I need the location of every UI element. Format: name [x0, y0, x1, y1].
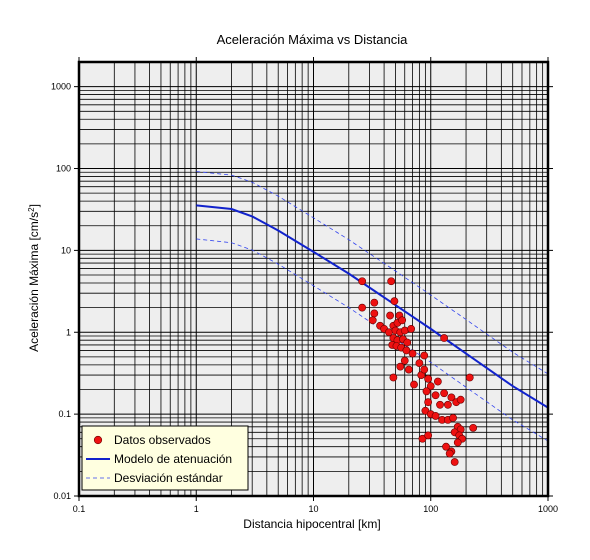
observed-point [440, 389, 449, 398]
observed-point [358, 303, 367, 312]
x-axis-label: Distancia hipocentral [km] [243, 517, 380, 531]
legend: Datos observados Modelo de atenuación Desv… [81, 425, 249, 491]
observed-point [424, 374, 433, 383]
observed-point [387, 277, 396, 286]
observed-point [358, 277, 367, 286]
observed-point [442, 442, 450, 451]
observed-points [358, 277, 478, 466]
y-tick-label: 10 [61, 245, 71, 255]
observed-point [402, 346, 411, 355]
y-axis-label-sup: 2 [27, 207, 36, 212]
attenuation-model-line [196, 204, 549, 409]
std-deviation-lines [196, 171, 549, 442]
observed-point [389, 373, 398, 382]
observed-point [456, 395, 465, 404]
observed-point [469, 423, 478, 432]
x-tick-label: 10 [308, 504, 318, 514]
observed-point [368, 316, 377, 325]
y-tick-label: 1 [66, 327, 71, 337]
y-axis-label-close: ] [27, 204, 41, 207]
observed-point [407, 324, 416, 333]
legend-label: Datos observados [114, 433, 211, 447]
observed-point [422, 387, 431, 396]
y-axis-label: Aceleración Máxima [cm/s2] [27, 204, 41, 352]
observed-point [390, 297, 399, 306]
y-axis-label-main: Aceleración Máxima [cm/s [27, 212, 41, 352]
model-line [196, 204, 549, 409]
y-tick-label: 0.01 [53, 491, 71, 501]
observed-point [386, 311, 394, 320]
x-tick-label: 100 [423, 504, 438, 514]
observed-point [433, 377, 442, 386]
x-tick-labels: 0.1 1 10 100 1000 [73, 504, 558, 514]
chart-title: Aceleración Máxima vs Distancia [217, 32, 409, 47]
y-tick-label: 100 [56, 164, 71, 174]
observed-point [445, 449, 454, 458]
observed-point [450, 458, 459, 466]
x-tick-label: 0.1 [73, 504, 86, 514]
observed-point [370, 298, 379, 307]
grid [78, 61, 548, 497]
observed-point [436, 400, 444, 409]
observed-point [465, 373, 474, 382]
observed-point [400, 356, 409, 365]
y-tick-label: 1000 [51, 82, 71, 92]
observed-point [370, 309, 379, 318]
legend-label: Desviación estándar [114, 471, 223, 485]
std-deviation-line [196, 238, 549, 442]
observed-point [420, 351, 429, 360]
observed-point [440, 334, 449, 342]
observed-point [424, 398, 433, 407]
x-tick-label: 1000 [538, 504, 558, 514]
observed-point [424, 431, 433, 440]
plot-area [74, 57, 553, 501]
observed-point [431, 391, 440, 400]
observed-point [410, 380, 418, 389]
x-tick-label: 1 [194, 504, 199, 514]
observed-point [403, 338, 412, 347]
observed-point [398, 316, 407, 325]
legend-label: Modelo de atenuación [114, 452, 232, 466]
observed-point [420, 365, 429, 374]
observed-point [453, 438, 462, 447]
observed-point [449, 413, 457, 422]
std-deviation-line [196, 171, 549, 375]
observed-point [418, 434, 427, 443]
observed-point [431, 412, 440, 420]
observed-point [408, 349, 417, 358]
observed-point [415, 359, 424, 368]
observed-point [404, 365, 413, 374]
observed-point [426, 382, 435, 390]
y-tick-labels: 0.01 0.1 1 10 100 1000 [51, 82, 71, 501]
observed-point [396, 362, 405, 371]
observed-point [447, 393, 456, 402]
observed-point [443, 400, 452, 409]
observed-point [400, 326, 409, 335]
legend-point-symbol [93, 435, 103, 445]
y-tick-label: 0.1 [58, 409, 71, 419]
axis-ticks [74, 57, 553, 501]
